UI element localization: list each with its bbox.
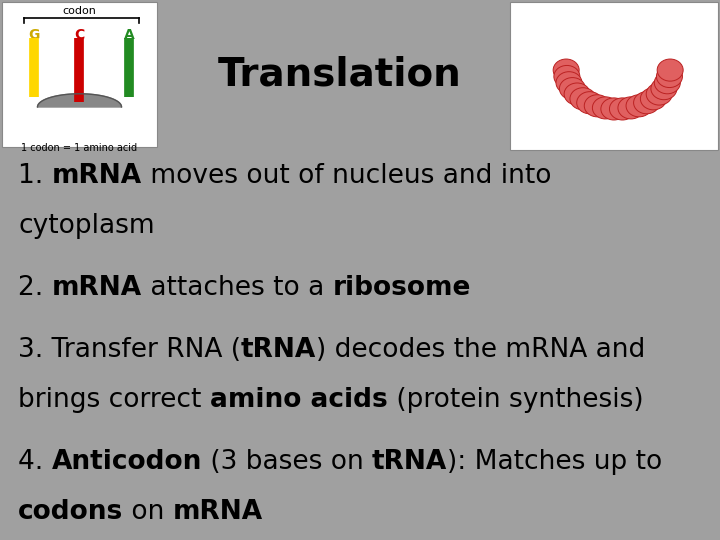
Ellipse shape [559,78,585,100]
Text: ) decodes the mRNA and: ) decodes the mRNA and [316,337,646,363]
Ellipse shape [618,97,644,119]
Text: mRNA: mRNA [52,275,142,301]
Ellipse shape [626,94,652,117]
Ellipse shape [601,98,627,120]
Text: cytoplasm: cytoplasm [18,213,155,239]
Text: tRNA: tRNA [372,449,447,475]
Text: 1.: 1. [18,163,52,189]
Ellipse shape [609,98,636,120]
Ellipse shape [651,78,677,100]
Text: G: G [28,28,40,42]
Text: ribosome: ribosome [333,275,471,301]
Text: Anticodon: Anticodon [52,449,202,475]
Ellipse shape [654,72,680,94]
Ellipse shape [634,92,660,114]
Text: A: A [124,28,135,42]
Text: mRNA: mRNA [173,499,263,525]
Text: codon: codon [63,6,96,16]
Text: tRNA: tRNA [241,337,316,363]
Text: 1 codon = 1 amino acid: 1 codon = 1 amino acid [22,143,138,153]
Text: Translation: Translation [218,55,462,93]
Ellipse shape [657,59,683,81]
Ellipse shape [577,92,603,114]
Ellipse shape [553,59,579,81]
Text: brings correct: brings correct [18,387,210,413]
Text: 2.: 2. [18,275,52,301]
Text: amino acids: amino acids [210,387,387,413]
Ellipse shape [570,87,596,110]
Text: on: on [123,499,173,525]
Ellipse shape [556,72,582,94]
Text: 4.: 4. [18,449,52,475]
Bar [510,2,718,150]
Text: ): Matches up to: ): Matches up to [447,449,662,475]
Text: moves out of nucleus and into: moves out of nucleus and into [142,163,552,189]
Ellipse shape [593,97,618,119]
Text: (protein synthesis): (protein synthesis) [387,387,643,413]
Text: mRNA: mRNA [52,163,142,189]
Text: 3. Transfer RNA (: 3. Transfer RNA ( [18,337,241,363]
Ellipse shape [657,65,683,87]
Polygon shape [37,94,122,107]
Ellipse shape [584,94,611,117]
Text: attaches to a: attaches to a [142,275,333,301]
Ellipse shape [646,83,672,105]
Bar [2,2,157,147]
Text: (3 bases on: (3 bases on [202,449,372,475]
Ellipse shape [640,87,667,110]
Text: codons: codons [18,499,123,525]
Ellipse shape [564,83,590,105]
Ellipse shape [554,65,580,87]
Text: C: C [74,28,84,42]
